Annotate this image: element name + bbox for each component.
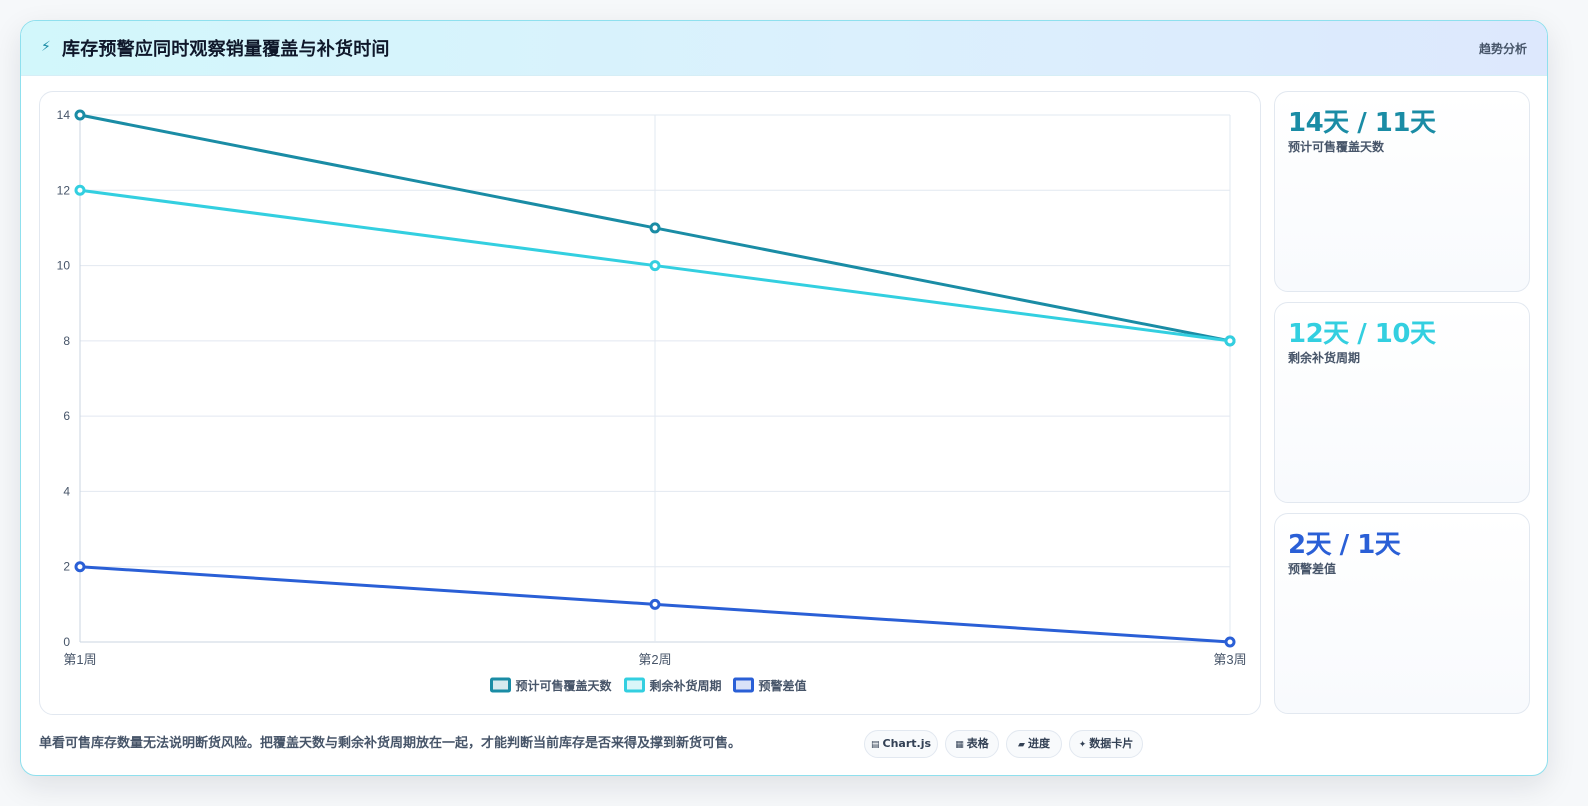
progress-pill[interactable]: ▰ 进度 xyxy=(1006,730,1062,758)
chartjs-pill[interactable]: ▤ Chart.js xyxy=(864,730,938,758)
x-tick-label: 第1周 xyxy=(63,652,96,667)
y-tick-label: 0 xyxy=(63,635,70,649)
y-tick-label: 2 xyxy=(63,560,70,574)
metric-label: 剩余补货周期 xyxy=(1288,351,1361,365)
data-card-pill[interactable]: ✦ 数据卡片 xyxy=(1069,730,1143,758)
chart-icon: ▤ xyxy=(870,740,880,750)
data-point xyxy=(1224,335,1236,347)
y-tick-label: 8 xyxy=(63,334,70,348)
pill-label: 表格 xyxy=(966,737,989,750)
data-point xyxy=(649,598,661,610)
footer-note: 单看可售库存数量无法说明断货风险。把覆盖天数与剩余补货周期放在一起，才能判断当前… xyxy=(39,736,742,751)
data-point xyxy=(74,109,86,121)
metric-label: 预警差值 xyxy=(1288,562,1337,576)
legend-label: 预警差值 xyxy=(759,678,807,693)
y-tick-label: 4 xyxy=(63,484,70,498)
lightning-icon: ⚡ xyxy=(41,39,51,55)
metric-card-coverage: 14天 / 11天 预计可售覆盖天数 xyxy=(1274,91,1530,292)
data-point xyxy=(1224,636,1236,648)
metric-label: 预计可售覆盖天数 xyxy=(1288,140,1385,154)
data-point xyxy=(649,222,661,234)
pill-label: 进度 xyxy=(1027,737,1050,750)
table-icon: ▦ xyxy=(955,740,964,750)
y-tick-label: 12 xyxy=(57,183,71,197)
metric-value: 12天 / 10天 xyxy=(1288,319,1436,349)
data-point xyxy=(74,184,86,196)
legend-swatch xyxy=(490,677,511,693)
y-tick-label: 6 xyxy=(63,409,70,423)
metric-card-gap: 2天 / 1天 预警差值 xyxy=(1274,513,1530,714)
chart-panel: 0 2 4 6 8 10 12 14 第1周 第2周 第3周预计可售覆盖天数 剩余补货周期 预警差值 xyxy=(39,91,1261,715)
main-card: ⚡ 库存预警应同时观察销量覆盖与补货时间 趋势分析 0 2 4 6 8 10 12 14 第1周… xyxy=(20,20,1548,776)
data-point xyxy=(649,260,661,272)
y-tick-label: 14 xyxy=(57,108,71,122)
pill-label: 数据卡片 xyxy=(1089,737,1134,750)
card-header: ⚡ 库存预警应同时观察销量覆盖与补货时间 趋势分析 xyxy=(21,21,1547,76)
progress-icon: ▰ xyxy=(1018,740,1025,750)
y-tick-label: 10 xyxy=(57,259,71,273)
sparkle-icon: ✦ xyxy=(1078,740,1087,750)
page-title: 库存预警应同时观察销量覆盖与补货时间 xyxy=(62,39,390,60)
trend-analysis-tag[interactable]: 趋势分析 xyxy=(1478,42,1527,56)
table-pill[interactable]: ▦ 表格 xyxy=(945,730,999,758)
data-point xyxy=(74,561,86,573)
x-tick-label: 第2周 xyxy=(638,652,671,667)
legend-label: 预计可售覆盖天数 xyxy=(516,678,613,693)
legend-label: 剩余补货周期 xyxy=(650,678,722,693)
x-tick-label: 第3周 xyxy=(1213,652,1246,667)
legend-swatch xyxy=(624,677,645,693)
pill-label: Chart.js xyxy=(882,737,932,750)
metric-card-replenish: 12天 / 10天 剩余补货周期 xyxy=(1274,302,1530,503)
metric-value: 2天 / 1天 xyxy=(1288,530,1401,560)
legend-swatch xyxy=(733,677,754,693)
metric-value: 14天 / 11天 xyxy=(1288,108,1436,138)
